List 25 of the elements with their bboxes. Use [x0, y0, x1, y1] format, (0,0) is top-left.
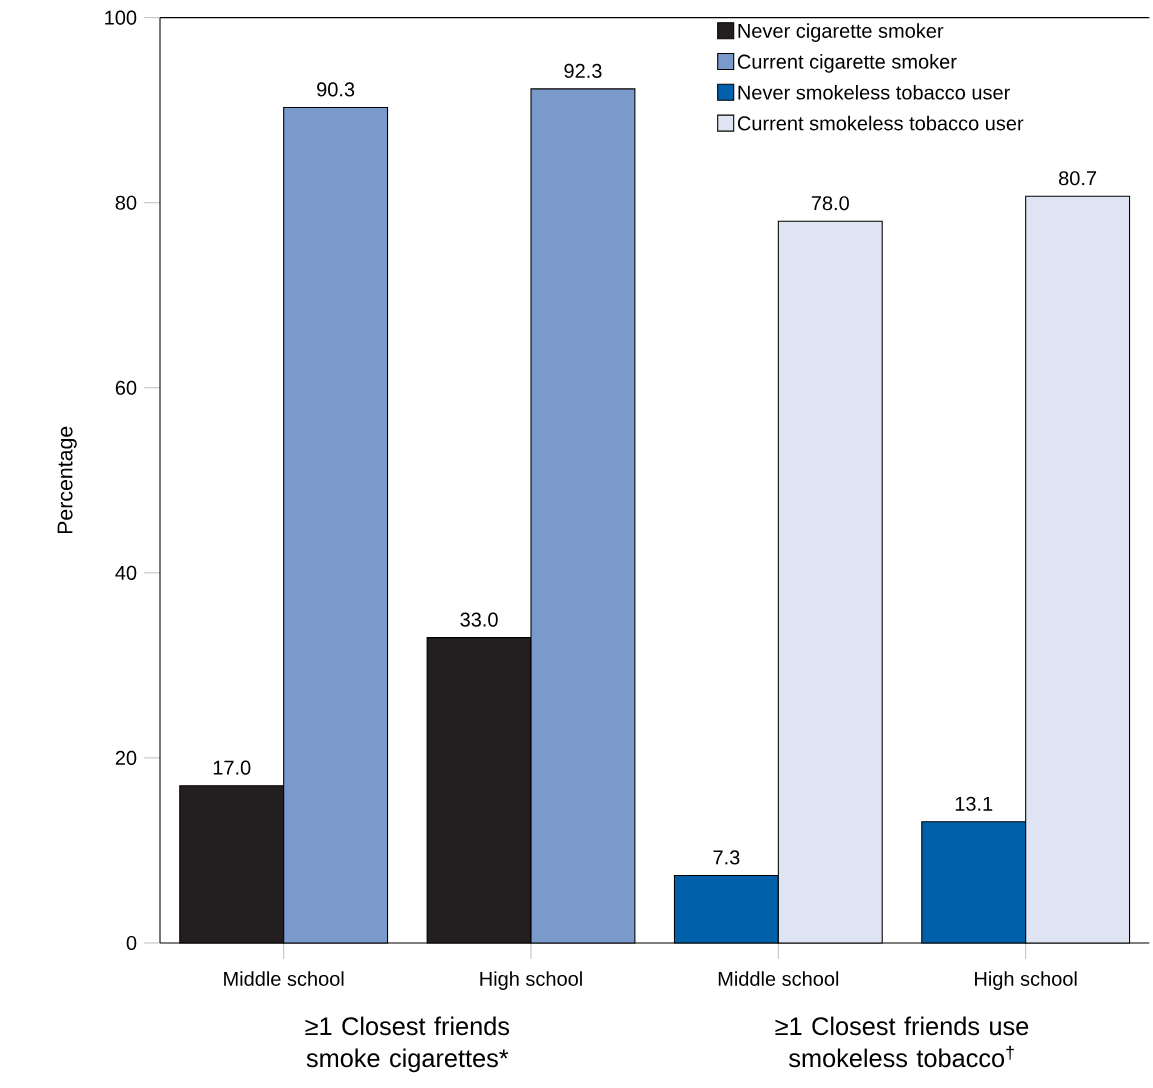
y-axis-title: Percentage [57, 426, 77, 534]
y-tick-label: 20 [115, 750, 137, 765]
legend-label: Current smokeless tobacco user [737, 115, 1024, 131]
y-tick-label: 0 [126, 935, 137, 951]
y-tick-label: 80 [115, 195, 137, 210]
data-label: 90.3 [317, 82, 355, 97]
y-tick-label: 100 [105, 10, 137, 25]
data-label: 78.0 [811, 196, 849, 211]
data-label: 13.1 [955, 796, 993, 811]
y-tick-label: 40 [115, 565, 137, 580]
x-tick-label: High school [975, 971, 1077, 990]
data-label: 33.0 [460, 612, 498, 627]
x-tick-label: High school [480, 971, 582, 990]
text: ≥1 Closest friends use smokeless tobacco$^{†}$ [775, 1016, 1029, 1068]
x-tick-label: Middle school [718, 971, 839, 986]
data-label: 7.3 [713, 850, 740, 865]
legend-label: Current cigarette smoker [737, 54, 957, 73]
data-label: 92.3 [564, 63, 602, 78]
legend-label: Never cigarette smoker [738, 23, 944, 42]
legend-label: Never smokeless tobacco user [738, 84, 1010, 100]
data-label: 17.0 [213, 760, 251, 775]
x-tick-label: Middle school [224, 971, 344, 986]
text: ≥1 Closest friends smoke cigarettes* [305, 1016, 510, 1073]
y-tick-label: 60 [115, 380, 137, 395]
data-label: 80.7 [1059, 171, 1097, 186]
